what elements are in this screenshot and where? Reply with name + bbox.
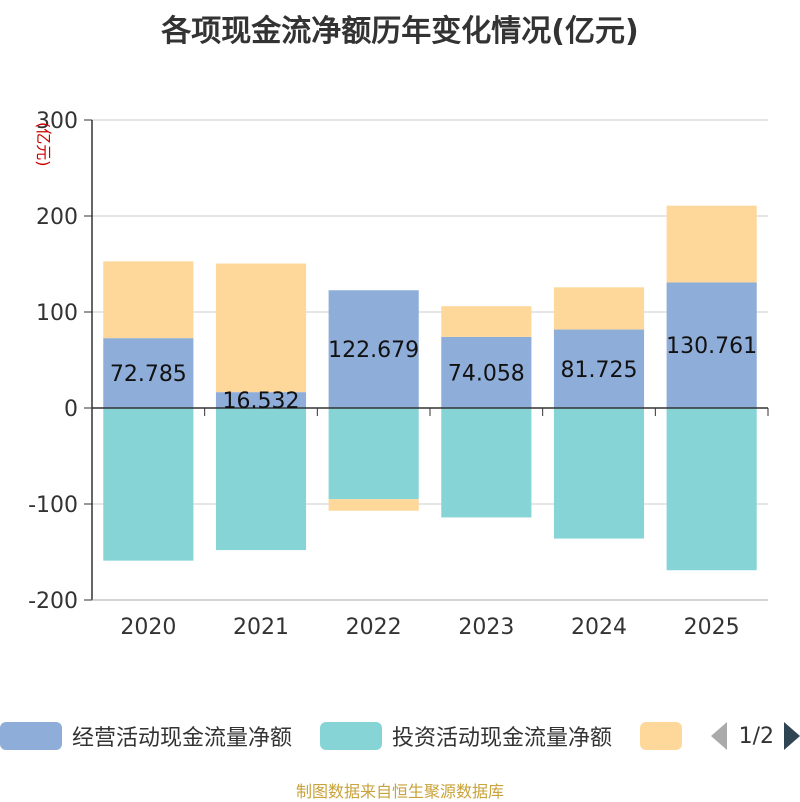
- bar-2023-series-0: [441, 336, 532, 408]
- label-layer: 72.785 16.532 122.679 74.058 81.725 130.761: [110, 334, 757, 414]
- legend-item-operating[interactable]: 经营活动现金流量净额: [0, 716, 292, 756]
- x-tick-label: 2022: [346, 615, 402, 640]
- data-label: 16.532: [223, 389, 300, 414]
- bar-2022-series-1: [328, 408, 419, 500]
- bar-2021-series-0: [215, 392, 307, 408]
- data-label: 81.725: [561, 358, 638, 383]
- x-tick-label: 2024: [571, 615, 627, 640]
- y-tick-label: 200: [36, 205, 78, 230]
- source-note: 制图数据来自恒生聚源数据库: [295, 782, 504, 801]
- bar-2025-series-1: [666, 408, 757, 571]
- bar-2025-series-2: [666, 205, 757, 283]
- bar-2024-series-0: [553, 329, 645, 408]
- legend-label-investing: 投资活动现金流量净额: [392, 726, 613, 751]
- x-tick-label: 2020: [120, 615, 176, 640]
- bar-2024-series-2: [553, 287, 645, 330]
- y-tick-label: -200: [28, 589, 78, 614]
- y-tick-label: 100: [36, 301, 78, 326]
- legend: 经营活动现金流量净额 投资活动现金流量净额 1/2: [0, 716, 800, 756]
- bar-2020-series-0: [103, 338, 194, 408]
- x-tick-label: 2023: [458, 615, 514, 640]
- data-label: 122.679: [328, 338, 419, 363]
- axis-layer: 300 200 100 0 -100 -200 (亿元) 2020 2021 2022 2023 20…: [28, 109, 769, 640]
- y-tick-label: 300: [36, 109, 78, 134]
- bar-2025-series-0: [666, 282, 757, 408]
- bar-2021-series-1: [215, 408, 307, 551]
- pager-prev-icon[interactable]: [710, 722, 727, 750]
- legend-item-investing[interactable]: 投资活动现金流量净额: [320, 716, 612, 756]
- legend-swatch-third: [640, 722, 682, 750]
- x-tick-label: 2025: [684, 615, 740, 640]
- bar-2022-series-2: [328, 499, 419, 511]
- bar-2023-series-1: [441, 408, 532, 518]
- y-tick-label: 0: [64, 397, 78, 422]
- pager-text: 1/2: [738, 723, 774, 749]
- bar-2023-series-2: [441, 306, 532, 337]
- data-label: 130.761: [666, 334, 757, 359]
- data-label: 72.785: [110, 362, 187, 387]
- chart-title: 各项现金流净额历年变化情况(亿元): [161, 14, 639, 49]
- data-label: 74.058: [448, 361, 525, 386]
- legend-pager: 1/2: [710, 716, 800, 756]
- legend-swatch-operating: [0, 722, 62, 750]
- legend-item-third[interactable]: [640, 716, 682, 756]
- pager-next-icon[interactable]: [784, 722, 800, 750]
- bar-2022-series-0: [328, 290, 419, 408]
- bar-layer: [103, 205, 757, 571]
- bar-2024-series-1: [553, 408, 645, 539]
- y-axis-unit-label: (亿元): [34, 122, 53, 167]
- bar-2020-series-2: [103, 261, 194, 339]
- x-tick-label: 2021: [233, 615, 289, 640]
- bar-2021-series-2: [215, 263, 307, 393]
- chart-svg: 300 200 100 0 -100 -200 (亿元) 2020 2021 2022 2023 20…: [28, 109, 769, 640]
- legend-label-operating: 经营活动现金流量净额: [72, 726, 293, 751]
- legend-swatch-investing: [320, 722, 382, 750]
- y-tick-label: -100: [28, 493, 78, 518]
- bar-2020-series-1: [103, 408, 194, 561]
- grid-layer: [92, 119, 768, 601]
